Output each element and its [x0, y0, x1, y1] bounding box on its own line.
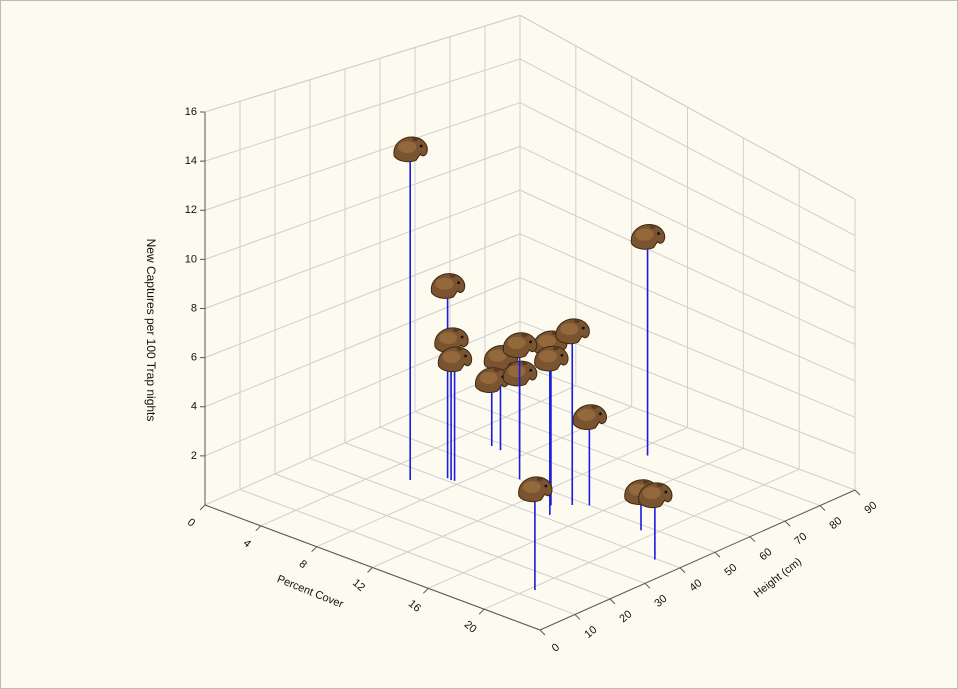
rodent-ear [656, 482, 663, 487]
tick-mark [367, 567, 373, 573]
y-tick-label: 12 [185, 204, 197, 216]
rodent-fur [560, 323, 579, 336]
rodent-fur [537, 335, 556, 348]
rodent-fur [642, 486, 661, 499]
tick-mark [644, 582, 651, 589]
rodent-fur [435, 277, 454, 290]
grid-line [204, 364, 521, 506]
y-tick-label: 4 [191, 401, 197, 413]
rodent-fur [479, 371, 498, 384]
rodent-eye [598, 412, 602, 416]
tick-mark [539, 629, 546, 636]
rodent-eye [460, 335, 464, 339]
rodent-fur [538, 350, 557, 363]
box-edge [204, 14, 521, 113]
rodent-fur [507, 365, 526, 378]
rodent-ear [574, 319, 581, 324]
rodent-ear [552, 346, 559, 351]
grid-line [204, 102, 521, 211]
rodent-eye [529, 368, 533, 372]
tick-mark [714, 551, 721, 558]
rodent-fur [507, 336, 526, 349]
grid-line [483, 468, 800, 610]
rodent-eye [457, 281, 461, 285]
rodent-ear [493, 367, 500, 372]
tick-mark [199, 504, 206, 511]
tick-mark [574, 614, 581, 620]
rodent-marker [572, 404, 607, 430]
rodent-eye [544, 484, 548, 488]
y-tick-label: 14 [185, 155, 197, 167]
rodent-eye [529, 340, 532, 344]
rodent-fur [439, 331, 458, 344]
y-tick-label: 6 [191, 352, 197, 364]
tick-mark [819, 505, 826, 511]
tick-mark [679, 567, 686, 574]
rodent-fur [442, 350, 461, 363]
rodent-marker [534, 345, 569, 372]
rodent-ear [453, 327, 460, 332]
rodent-ear [649, 224, 656, 229]
y-tick-label: 8 [191, 302, 197, 314]
rodent-eye [657, 232, 660, 235]
rodent-marker [430, 273, 466, 299]
rodent-fur [488, 349, 507, 362]
grid-line [316, 406, 632, 548]
tick-mark [784, 520, 791, 527]
tick-mark [478, 608, 485, 615]
rodent-marker [638, 482, 673, 509]
tick-mark [255, 525, 262, 532]
rodent-ear [643, 479, 649, 484]
y-tick-label: 2 [191, 450, 197, 462]
tick-mark [609, 598, 616, 605]
rodent-eye [464, 354, 467, 358]
rodent-marker [630, 224, 666, 250]
rodent-eye [560, 353, 564, 357]
y-tick-label: 10 [185, 253, 197, 265]
rodent-eye [581, 326, 585, 330]
tick-mark [422, 587, 429, 594]
grid-line [204, 189, 521, 309]
tick-mark [749, 536, 756, 543]
rodent-ear [456, 346, 463, 351]
grid-line [204, 233, 521, 359]
rodent-marker [393, 136, 428, 163]
rodent-ear [449, 273, 456, 278]
grid-line [260, 385, 577, 527]
rodent-fur [398, 141, 417, 154]
box-edge [519, 14, 856, 200]
y-tick-label: 16 [185, 106, 197, 118]
rodent-marker [518, 476, 553, 503]
rodent-eye [419, 144, 423, 148]
rodent-fur [577, 408, 596, 421]
grid-line [204, 277, 521, 408]
y-axis-title: New Captures per 100 Trap nights [144, 239, 158, 422]
rodent-marker [555, 318, 590, 345]
rodent-eye [664, 490, 668, 494]
rodent-ear [521, 361, 528, 366]
tick-mark [854, 489, 861, 496]
marks [393, 136, 673, 591]
grid-line [428, 447, 744, 589]
grid-line [204, 145, 521, 260]
grid-line [204, 58, 521, 162]
rodent-fur [635, 228, 654, 241]
rodent-ear [521, 332, 528, 337]
tick-mark [311, 546, 318, 553]
rodent-marker [434, 327, 469, 354]
rodent-ear [412, 137, 419, 142]
axis-line [539, 489, 856, 631]
rodent-fur [522, 480, 541, 493]
rodent-ear [536, 476, 543, 481]
rodent-marker [502, 332, 538, 359]
rodent-ear [591, 404, 598, 409]
rodent-marker [437, 346, 473, 373]
